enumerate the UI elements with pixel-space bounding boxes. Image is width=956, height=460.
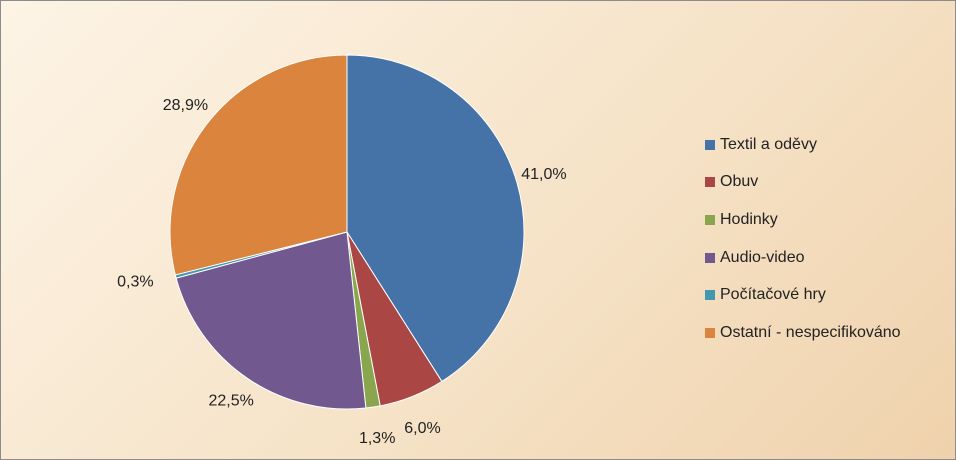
data-label-6: 28,9%: [163, 97, 208, 114]
pie-slice-1: [346, 54, 525, 383]
legend-label: Hodinky: [720, 210, 778, 228]
legend: Textil a oděvy Obuv Hodinky Audio-video Počí…: [705, 126, 901, 352]
legend-swatch: [705, 139, 715, 150]
legend-swatch: [705, 214, 715, 225]
data-label-3: 1,3%: [359, 430, 395, 447]
legend-label: Ostatní - nespecifikováno: [720, 323, 901, 341]
legend-swatch: [705, 177, 715, 188]
legend-label: Textil a oděvy: [720, 135, 817, 153]
legend-label: Počítačové hry: [720, 286, 826, 304]
legend-item: Počítačové hry: [705, 276, 901, 314]
legend-label: Audio-video: [720, 248, 805, 266]
legend-item: Ostatní - nespecifikováno: [705, 314, 901, 352]
pie-slice-6: [169, 54, 348, 276]
legend-item: Audio-video: [705, 239, 901, 277]
data-label-2: 6,0%: [404, 420, 440, 437]
legend-swatch: [705, 327, 715, 338]
pie-slice-4: [175, 231, 367, 410]
legend-swatch: [705, 290, 715, 301]
legend-item: Hodinky: [705, 201, 901, 239]
data-label-4: 22,5%: [209, 392, 254, 409]
legend-item: Obuv: [705, 164, 901, 202]
legend-item: Textil a oděvy: [705, 126, 901, 164]
legend-swatch: [705, 252, 715, 263]
data-label-1: 41,0%: [521, 166, 566, 183]
legend-label: Obuv: [720, 173, 759, 191]
data-label-5: 0,3%: [117, 274, 153, 291]
